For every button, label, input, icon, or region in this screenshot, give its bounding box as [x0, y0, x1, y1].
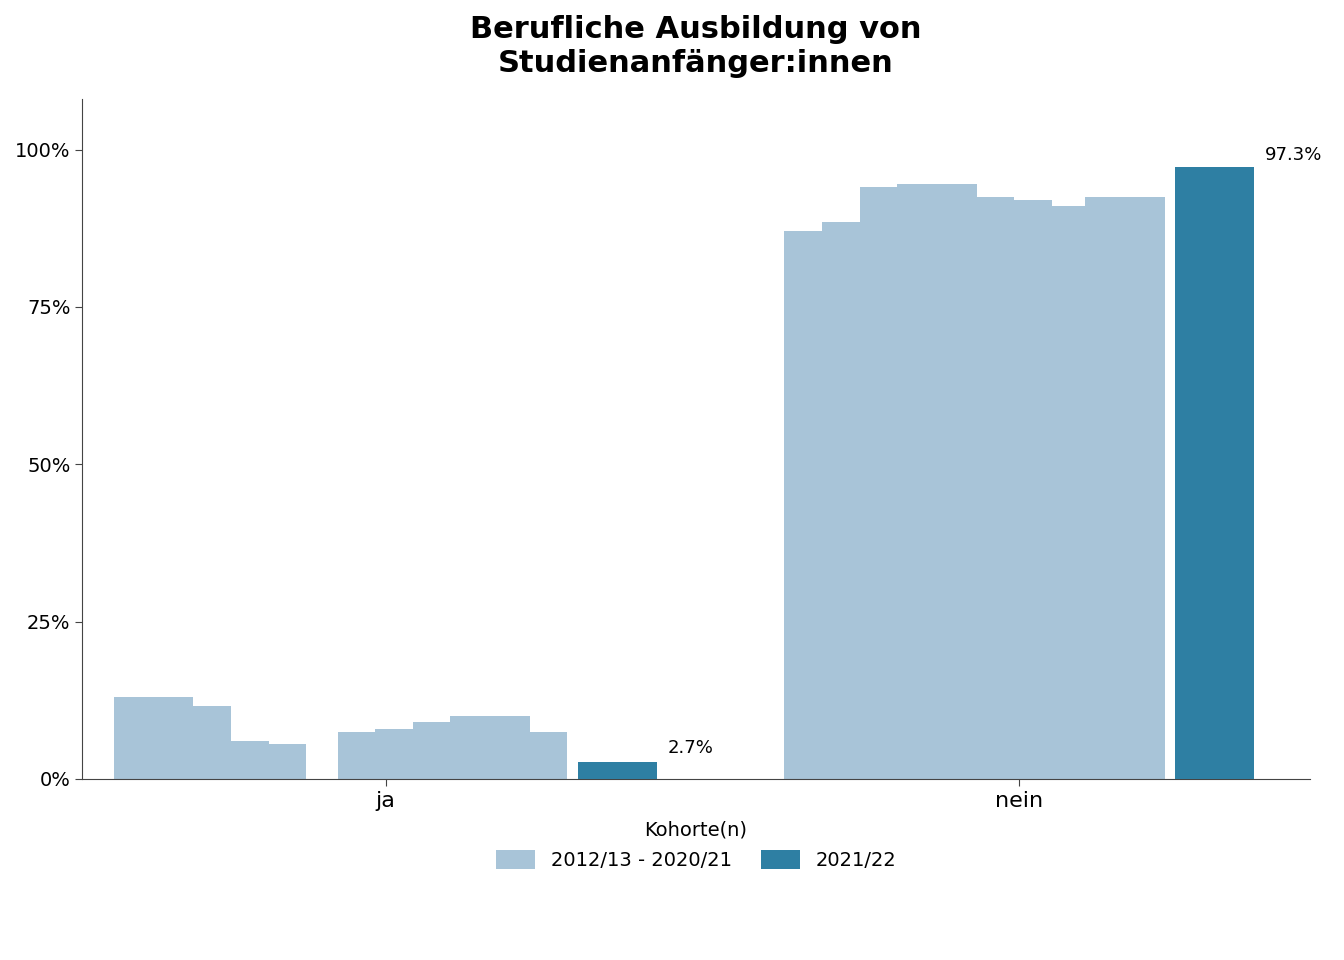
Bar: [785, 231, 864, 779]
Bar: [450, 716, 530, 779]
Bar: [973, 200, 1052, 779]
Bar: [114, 697, 194, 779]
Bar: [190, 741, 269, 779]
Bar: [413, 722, 492, 779]
Bar: [375, 729, 454, 779]
Bar: [227, 744, 306, 779]
Bar: [935, 197, 1015, 779]
Bar: [1047, 212, 1128, 779]
Bar: [1175, 167, 1254, 779]
Bar: [898, 184, 977, 779]
Bar: [578, 762, 657, 779]
Title: Berufliche Ausbildung von
Studienanfänger:innen: Berufliche Ausbildung von Studienanfänge…: [470, 15, 922, 78]
Text: 2.7%: 2.7%: [668, 739, 714, 756]
Bar: [823, 222, 902, 779]
Bar: [488, 732, 567, 779]
Bar: [152, 707, 231, 779]
Bar: [337, 732, 417, 779]
Bar: [1085, 197, 1164, 779]
Bar: [1009, 206, 1090, 779]
Legend: 2012/13 - 2020/21, 2021/22: 2012/13 - 2020/21, 2021/22: [488, 813, 903, 877]
Text: 97.3%: 97.3%: [1265, 146, 1322, 163]
Bar: [860, 187, 939, 779]
